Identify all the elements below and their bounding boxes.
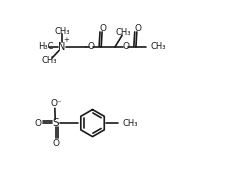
- Text: O: O: [99, 24, 106, 33]
- Text: O: O: [134, 24, 141, 33]
- Text: CH₃: CH₃: [122, 119, 137, 128]
- Text: H₃C: H₃C: [38, 42, 53, 51]
- Text: O: O: [87, 42, 94, 51]
- Text: O: O: [122, 42, 129, 51]
- Text: O: O: [53, 139, 60, 148]
- Text: CH₃: CH₃: [42, 56, 57, 65]
- Text: CH₃: CH₃: [116, 28, 131, 37]
- Text: O: O: [35, 119, 42, 128]
- Text: N: N: [58, 42, 66, 52]
- Text: +: +: [63, 37, 70, 43]
- Text: CH₃: CH₃: [150, 42, 166, 51]
- Text: O⁻: O⁻: [50, 99, 62, 108]
- Text: S: S: [53, 118, 59, 128]
- Text: CH₃: CH₃: [54, 27, 70, 36]
